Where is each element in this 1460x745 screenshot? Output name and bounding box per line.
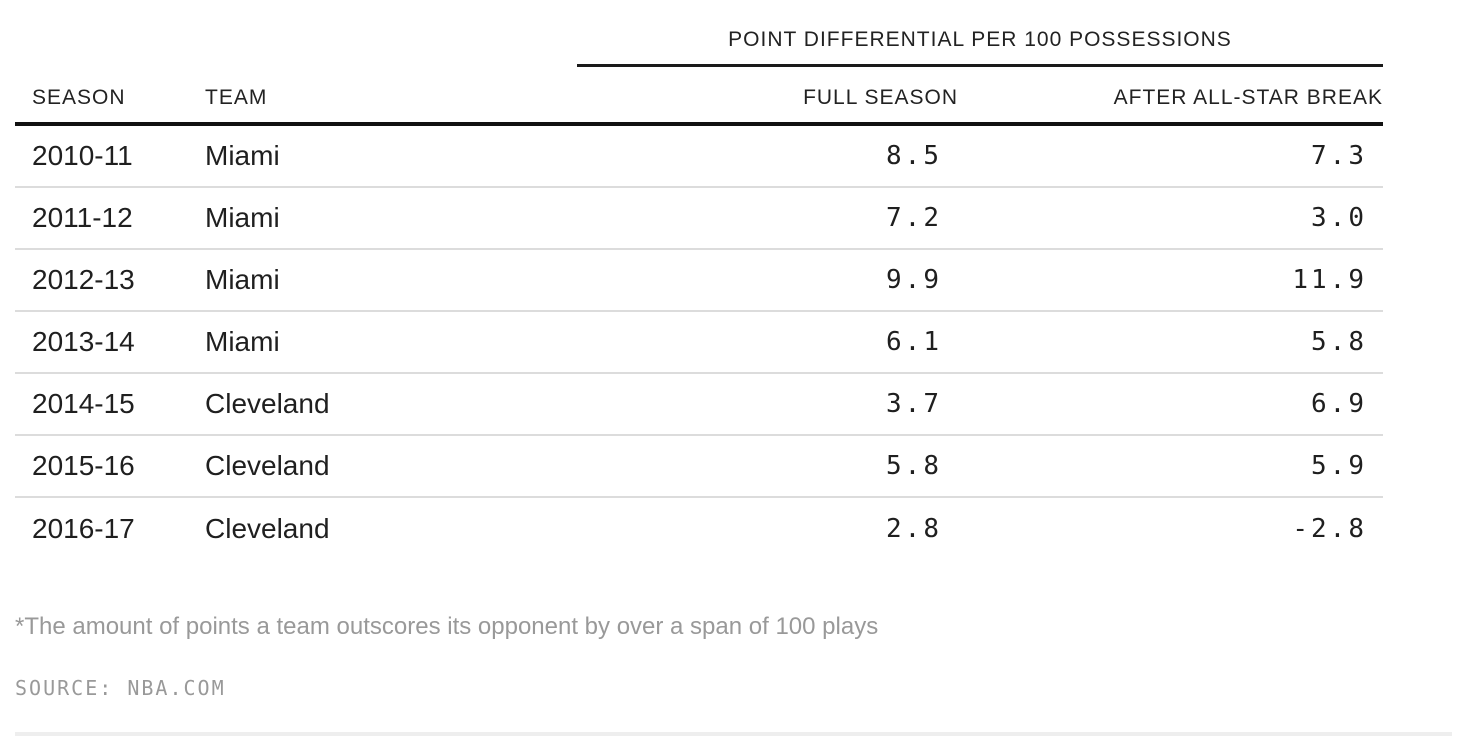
cell-after-break: 5.9	[1311, 451, 1367, 481]
cell-team: Miami	[205, 140, 280, 171]
cell-after-break: 5.8	[1311, 327, 1367, 357]
table-body: 2010-11 Miami 8.5 7.3 2011-12 Miami 7.2 …	[15, 126, 1383, 560]
cell-after-break: -2.8	[1292, 514, 1367, 544]
table-spanner-header: POINT DIFFERENTIAL PER 100 POSSESSIONS	[577, 28, 1383, 67]
cell-full-season: 5.8	[886, 451, 942, 481]
cell-after-break: 11.9	[1292, 265, 1367, 295]
cell-season: 2012-13	[32, 264, 135, 295]
cell-after-break: 3.0	[1311, 203, 1367, 233]
table-row: 2010-11 Miami 8.5 7.3	[15, 126, 1383, 188]
column-header-team: TEAM	[205, 86, 268, 109]
table-row: 2011-12 Miami 7.2 3.0	[15, 188, 1383, 250]
cell-season: 2010-11	[32, 140, 133, 171]
source-credit: SOURCE: NBA.COM	[15, 676, 226, 700]
cell-season: 2011-12	[32, 202, 133, 233]
table-row: 2015-16 Cleveland 5.8 5.9	[15, 436, 1383, 498]
table-row: 2012-13 Miami 9.9 11.9	[15, 250, 1383, 312]
column-header-after-all-star-break: AFTER ALL-STAR BREAK	[1113, 86, 1383, 109]
cell-team: Miami	[205, 202, 280, 233]
bottom-divider	[15, 732, 1452, 736]
cell-team: Miami	[205, 326, 280, 357]
cell-full-season: 6.1	[886, 327, 942, 357]
spanner-title: POINT DIFFERENTIAL PER 100 POSSESSIONS	[728, 28, 1232, 51]
table-row: 2016-17 Cleveland 2.8 -2.8	[15, 498, 1383, 560]
footnote-text: *The amount of points a team outscores i…	[15, 613, 879, 640]
cell-team: Cleveland	[205, 513, 330, 544]
cell-season: 2015-16	[32, 450, 135, 481]
cell-season: 2016-17	[32, 513, 135, 544]
column-header-season: SEASON	[32, 86, 126, 109]
table-row: 2014-15 Cleveland 3.7 6.9	[15, 374, 1383, 436]
cell-team: Cleveland	[205, 450, 330, 481]
cell-season: 2013-14	[32, 326, 135, 357]
table-row: 2013-14 Miami 6.1 5.8	[15, 312, 1383, 374]
cell-after-break: 6.9	[1311, 389, 1367, 419]
cell-full-season: 9.9	[886, 265, 942, 295]
point-differential-table: POINT DIFFERENTIAL PER 100 POSSESSIONS S…	[15, 28, 1383, 560]
cell-full-season: 3.7	[886, 389, 942, 419]
cell-team: Miami	[205, 264, 280, 295]
cell-full-season: 8.5	[886, 141, 942, 171]
cell-full-season: 7.2	[886, 203, 942, 233]
cell-full-season: 2.8	[886, 514, 942, 544]
table-header-row: SEASON TEAM FULL SEASON AFTER ALL-STAR B…	[15, 67, 1383, 126]
cell-team: Cleveland	[205, 388, 330, 419]
cell-after-break: 7.3	[1311, 141, 1367, 171]
column-header-full-season: FULL SEASON	[803, 86, 958, 109]
cell-season: 2014-15	[32, 388, 135, 419]
